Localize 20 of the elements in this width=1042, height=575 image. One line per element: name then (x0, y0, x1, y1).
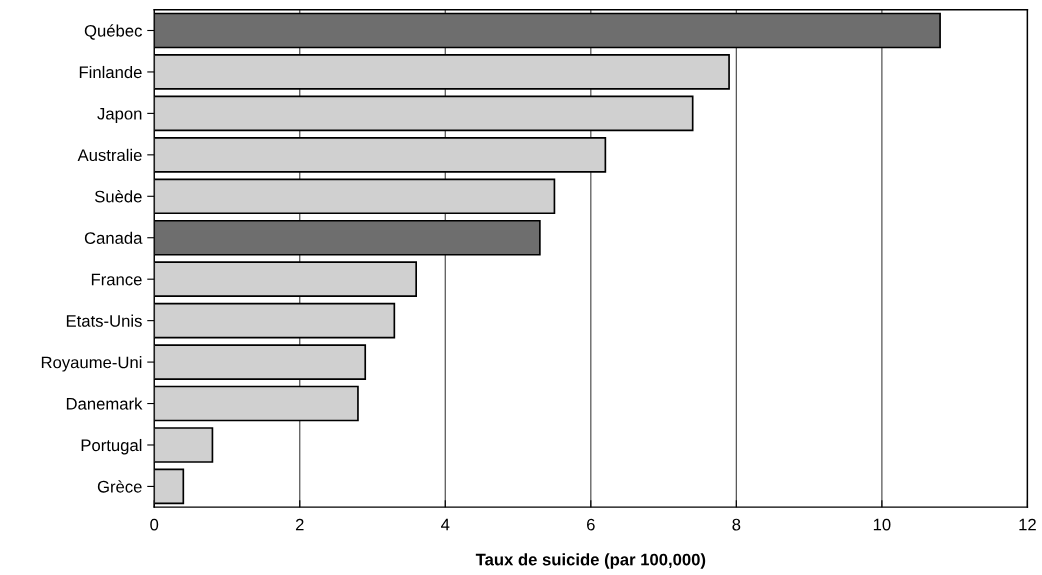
y-tick-label: Grèce (97, 480, 142, 493)
y-tick-label: Australie (77, 148, 142, 162)
x-tick-label: 10 (873, 518, 891, 531)
y-tick-label: Finlande (79, 65, 142, 79)
y-tick-label: Etats-Unis (66, 314, 142, 327)
y-tick-label: Royaume-Uni (41, 356, 142, 372)
x-tick-label: 12 (1019, 518, 1036, 531)
x-axis-title: Taux de suicide (par 100,000) (475, 553, 706, 569)
x-tick-label: 0 (150, 518, 159, 531)
y-tick-label: France (91, 273, 142, 286)
x-tick-label: 2 (295, 518, 304, 531)
x-tick-label: 6 (587, 518, 595, 531)
y-tick-label: Québec (84, 24, 142, 40)
x-tick-label: 4 (441, 518, 450, 531)
y-tick-label: Suède (94, 190, 142, 203)
y-tick-label: Portugal (81, 438, 142, 455)
y-tick-label: Canada (84, 231, 143, 244)
x-tick-label: 8 (732, 518, 741, 531)
y-tick-label: Japon (97, 107, 142, 123)
y-tick-label: Danemark (66, 397, 143, 410)
